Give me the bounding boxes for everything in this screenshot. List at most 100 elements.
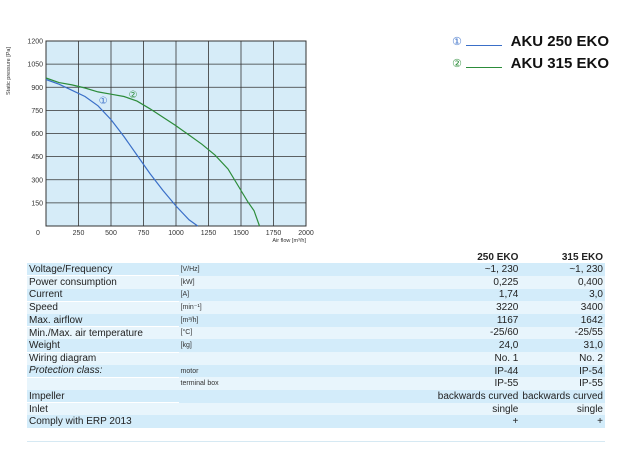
y-tick-label: 1200: [27, 39, 43, 46]
legend-number: ①: [452, 36, 462, 48]
spec-label: Min./Max. air temperature: [27, 326, 179, 340]
y-tick-label: 750: [31, 108, 43, 115]
value-250-eko: single: [435, 402, 521, 416]
curve-marker-1: ①: [99, 96, 108, 107]
table-row: Voltage/Frequency [V/Hz] ~1, 230 ~1, 230: [27, 263, 605, 277]
spec-unit: [178, 402, 273, 416]
y-tick-label: 150: [31, 200, 43, 207]
value-250-eko: backwards curved: [435, 390, 521, 403]
spec-label: Inlet: [27, 402, 179, 416]
value-315-eko: 0,400: [520, 275, 605, 289]
x-tick-label: 1250: [201, 230, 217, 237]
value-250-eko: No. 1: [435, 352, 521, 365]
spacer: [272, 352, 436, 365]
spacer: [272, 402, 436, 416]
value-315-eko: -25/55: [520, 326, 605, 340]
y-tick-label: 300: [31, 177, 43, 184]
value-315-eko: 1642: [520, 313, 605, 327]
spec-unit: [178, 390, 273, 403]
table-row: Weight [kg] 24,0 31,0: [27, 339, 605, 353]
table-row: Impeller backwards curved backwards curved: [27, 390, 605, 404]
header-315-eko: 315 EKO: [561, 251, 603, 263]
value-315-eko: 3,0: [520, 288, 605, 302]
spec-table: 250 EKO 315 EKO Voltage/Frequency [V/Hz] ~…: [27, 251, 605, 429]
value-250-eko: 1,74: [435, 288, 521, 302]
table-row: Current [A] 1,74 3,0: [27, 288, 605, 302]
y-tick-labels: 150 300 450 600 750 900 1050 1200: [27, 39, 43, 208]
spec-label: Power consumption: [27, 275, 179, 289]
spec-unit: [m³/h]: [178, 313, 273, 327]
y-tick-label: 600: [31, 131, 43, 138]
value-250-eko: 0,225: [435, 275, 521, 289]
spacer: [272, 313, 436, 327]
x-tick-label: 0: [36, 230, 40, 237]
value-315-eko: ~1, 230: [520, 263, 605, 276]
spacer: [272, 377, 436, 391]
spec-unit: [178, 352, 273, 365]
x-tick-label: 500: [105, 230, 117, 237]
spec-label: Impeller: [27, 390, 179, 404]
chart-grid: [46, 41, 306, 226]
value-315-eko: +: [520, 415, 605, 429]
table-row: Wiring diagram No. 1 No. 2: [27, 352, 605, 365]
legend-line: [466, 67, 502, 68]
spec-label: Comply with ERP 2013: [27, 415, 179, 429]
table-row: Min./Max. air temperature [°C] -25/60 -25/5…: [27, 326, 605, 340]
table-row: Power consumption [kW] 0,225 0,400: [27, 275, 605, 289]
x-tick-label: 750: [138, 230, 150, 237]
value-250-eko: IP-44: [435, 364, 521, 378]
spec-label: Voltage/Frequency: [27, 263, 179, 277]
legend-label: AKU 250 EKO: [510, 33, 609, 50]
spec-unit: [178, 415, 273, 429]
table-row: Comply with ERP 2013 + +: [27, 415, 605, 429]
x-tick-labels: 0 250 500 750 1000 1250 1500 1750 2000: [36, 230, 314, 237]
spec-unit: [min⁻¹]: [178, 301, 273, 314]
spec-unit: motor: [178, 364, 273, 378]
x-tick-label: 2000: [298, 230, 314, 237]
value-315-eko: 31,0: [520, 339, 605, 352]
value-250-eko: 1167: [435, 313, 521, 327]
spacer: [272, 275, 436, 289]
value-315-eko: IP-55: [520, 377, 605, 391]
spacer: [272, 339, 436, 352]
value-250-eko: 3220: [435, 301, 521, 314]
series-line-1: [45, 78, 199, 227]
table-row: Inlet single single: [27, 402, 605, 416]
curve-marker-2: ②: [129, 90, 138, 101]
table-row: Protection class: motor IP-44 IP-54: [27, 364, 605, 378]
x-tick-label: 1750: [266, 230, 282, 237]
value-315-eko: No. 2: [520, 352, 605, 365]
spec-label: Current: [27, 288, 179, 302]
spacer: [272, 415, 436, 429]
spec-table-header: 250 EKO 315 EKO: [27, 251, 605, 263]
spacer: [272, 390, 436, 403]
spacer: [272, 263, 436, 276]
y-axis-label: Static pressure [Pa]: [6, 47, 12, 95]
spec-unit: [°C]: [178, 326, 273, 340]
spec-unit: terminal box: [178, 377, 273, 391]
value-250-eko: +: [435, 415, 521, 429]
value-315-eko: IP-54: [520, 364, 605, 378]
legend-item-aku-250: ① AKU 250 EKO: [452, 33, 617, 53]
spec-unit: [A]: [178, 288, 273, 302]
legend-label: AKU 315 EKO: [510, 55, 609, 72]
value-250-eko: ~1, 230: [435, 263, 521, 276]
spec-label: [27, 377, 179, 391]
y-tick-label: 1050: [27, 62, 43, 69]
spacer: [272, 288, 436, 302]
table-row: Max. airflow [m³/h] 1167 1642: [27, 313, 605, 328]
x-axis-label: Air flow [m³/h]: [272, 238, 306, 244]
spec-unit: [kW]: [178, 275, 273, 289]
spacer: [272, 326, 436, 340]
spec-label: Max. airflow: [27, 313, 179, 328]
spec-unit: [kg]: [178, 339, 273, 352]
x-tick-label: 1500: [233, 230, 249, 237]
value-315-eko: single: [520, 402, 605, 416]
value-315-eko: backwards curved: [520, 390, 605, 403]
y-tick-label: 900: [31, 85, 43, 92]
legend-item-aku-315: ② AKU 315 EKO: [452, 55, 617, 75]
curve-annotations: ①②: [99, 90, 138, 107]
table-row: terminal box IP-55 IP-55: [27, 377, 605, 391]
spec-label: Weight: [27, 339, 179, 353]
table-bottom-rule: [27, 441, 605, 442]
